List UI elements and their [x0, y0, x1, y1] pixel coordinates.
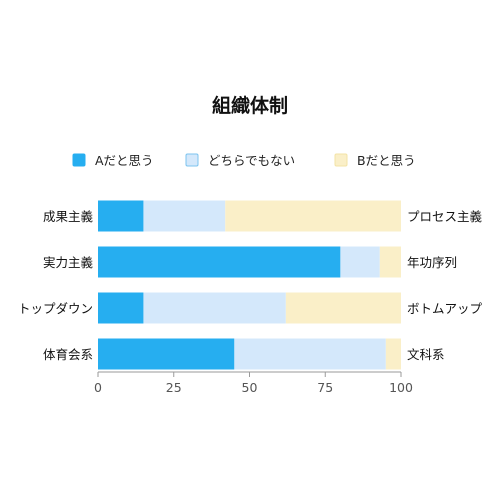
chart-title: 組織体制	[212, 94, 288, 117]
category-label-right-3: ボトムアップ	[407, 301, 483, 316]
bar-row1-series2	[143, 200, 226, 232]
bar-row2-series3	[379, 246, 401, 278]
legend-swatch-3	[334, 153, 348, 167]
bar-row4-series3	[385, 338, 401, 370]
bar-row3-series1	[98, 292, 144, 324]
x-tick-label-25: 25	[166, 380, 182, 395]
bar-row2-series2	[340, 246, 380, 278]
legend-label-1: Aだと思う	[95, 153, 154, 168]
category-label-right-4: 文科系	[407, 347, 445, 362]
category-label-right-2: 年功序列	[407, 255, 457, 270]
x-tick-label-50: 50	[242, 380, 258, 395]
legend: Aだと思う どちらでもない Bだと思う	[72, 153, 416, 168]
legend-swatch-2	[185, 153, 199, 167]
bar-row4-series2	[234, 338, 386, 370]
bar-row4-series1	[98, 338, 235, 370]
bars	[98, 200, 401, 370]
legend-label-2: どちらでもない	[208, 153, 295, 168]
category-label-left-1: 成果主義	[43, 209, 94, 224]
x-tick-label-100: 100	[389, 380, 413, 395]
category-label-left-3: トップダウン	[18, 301, 93, 316]
bar-row1-series1	[98, 200, 144, 232]
category-label-left-2: 実力主義	[43, 255, 94, 270]
bar-row3-series2	[143, 292, 286, 324]
x-tick-label-0: 0	[94, 380, 102, 395]
bar-row2-series1	[98, 246, 341, 278]
legend-label-3: Bだと思う	[357, 153, 416, 168]
bar-row1-series3	[225, 200, 401, 232]
bar-row3-series3	[285, 292, 401, 324]
category-label-right-1: プロセス主義	[407, 209, 483, 224]
category-label-left-4: 体育会系	[43, 347, 93, 362]
x-tick-label-75: 75	[317, 380, 333, 395]
legend-swatch-1	[72, 153, 86, 167]
x-axis: 0 25 50 75 100	[94, 371, 413, 395]
